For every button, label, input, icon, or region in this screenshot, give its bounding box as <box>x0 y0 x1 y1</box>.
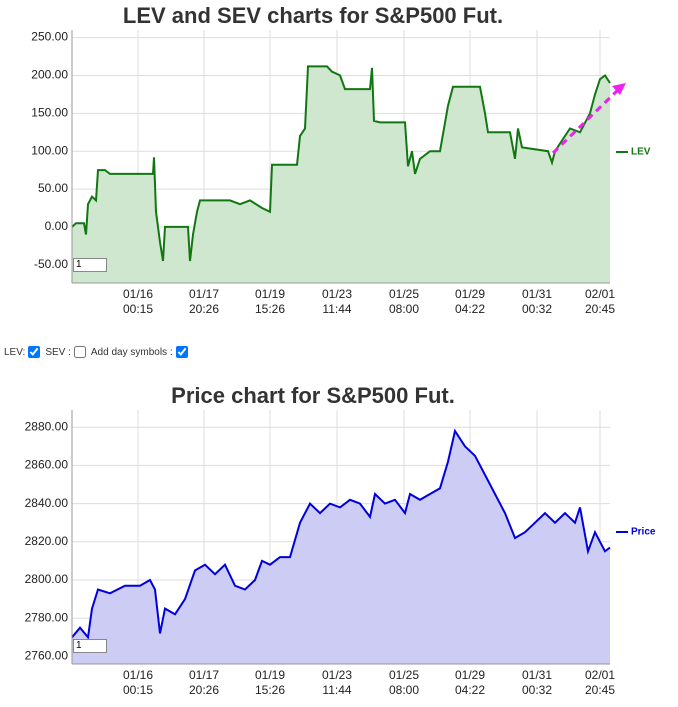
x-tick-label: 01/17 20:26 <box>188 287 220 316</box>
x-tick-label: 01/17 20:26 <box>188 668 220 697</box>
sev-checkbox[interactable] <box>73 346 86 358</box>
y-tick-label: 2860.00 <box>25 458 69 472</box>
y-tick-label: 2880.00 <box>25 419 69 433</box>
y-tick-label: 2800.00 <box>25 572 69 586</box>
y-tick-label: 150.00 <box>31 105 68 119</box>
x-tick-label: 01/16 00:15 <box>122 287 154 316</box>
x-tick-label: 01/31 00:32 <box>521 287 553 316</box>
legend-label: Price <box>631 527 656 538</box>
y-tick-label: 2780.00 <box>25 610 69 624</box>
y-tick-label: -50.00 <box>34 257 68 271</box>
zoom-input: 1 <box>73 639 107 653</box>
y-tick-label: 0.00 <box>45 219 69 233</box>
sev-label: SEV : <box>45 346 71 358</box>
x-tick-label: 01/31 00:32 <box>521 668 553 697</box>
trend-arrow-head <box>612 83 626 95</box>
zoom-input: 1 <box>73 258 107 272</box>
chart-title: Price chart for S&P500 Fut. <box>171 383 455 408</box>
line <box>71 65 611 262</box>
x-tick-label: 01/25 08:00 <box>388 668 420 697</box>
x-tick-label: 02/01 20:45 <box>584 287 616 316</box>
x-tick-label: 01/23 11:44 <box>321 287 353 316</box>
y-tick-label: 50.00 <box>38 181 68 195</box>
x-tick-label: 02/01 20:45 <box>584 668 616 697</box>
day-checkbox[interactable] <box>175 346 188 358</box>
x-tick-label: 01/29 04:22 <box>454 668 486 697</box>
y-tick-label: 250.00 <box>31 30 68 44</box>
x-tick-label: 01/23 11:44 <box>321 668 353 697</box>
legend-label: LEV <box>631 147 651 158</box>
line <box>71 428 611 640</box>
lev-checkbox[interactable] <box>28 346 41 358</box>
y-tick-label: 200.00 <box>31 68 68 82</box>
chart-title: LEV and SEV charts for S&P500 Fut. <box>123 3 503 28</box>
trend-arrow <box>551 86 622 155</box>
lev-label: LEV: <box>4 346 26 358</box>
controls: LEV: SEV : Add day symbols : <box>4 346 191 358</box>
area <box>72 431 610 664</box>
x-tick-label: 01/19 15:26 <box>254 287 286 316</box>
area <box>72 66 610 284</box>
y-tick-label: 100.00 <box>31 143 68 157</box>
x-tick-label: 01/29 04:22 <box>454 287 486 316</box>
y-tick-label: 2760.00 <box>25 649 69 663</box>
x-tick-label: 01/19 15:26 <box>254 668 286 697</box>
day-label: Add day symbols : <box>90 346 173 358</box>
y-tick-label: 2840.00 <box>25 496 69 510</box>
x-tick-label: 01/16 00:15 <box>122 668 154 697</box>
y-tick-label: 2820.00 <box>25 534 69 548</box>
x-tick-label: 01/25 08:00 <box>388 287 420 316</box>
